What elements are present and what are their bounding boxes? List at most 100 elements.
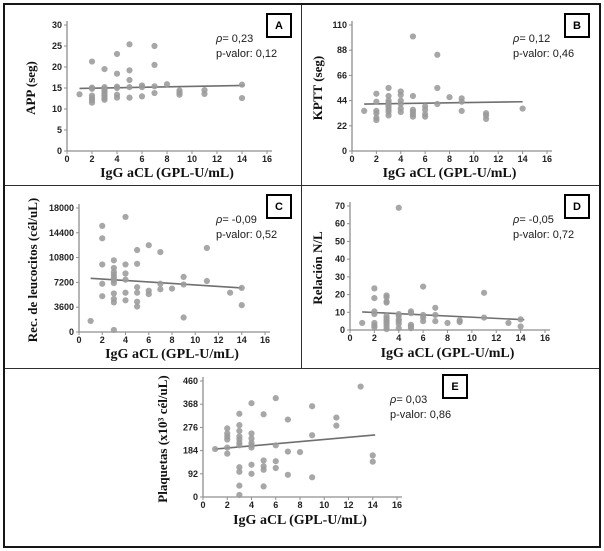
rho-value-c: ρ= -0,09	[216, 214, 257, 226]
svg-text:10: 10	[467, 333, 477, 343]
svg-text:2: 2	[89, 154, 94, 164]
svg-text:Relación N/L: Relación N/L	[310, 231, 325, 305]
panel-label-b: B	[564, 13, 590, 38]
svg-text:0: 0	[76, 335, 81, 345]
svg-text:5: 5	[57, 125, 62, 135]
svg-text:0: 0	[342, 146, 347, 156]
scatter-plot-e: 0 92 184 276 368 460 0 2 4 6 8 10 12 14 16 IgG aCL (GPL…	[155, 375, 402, 528]
svg-text:10: 10	[190, 335, 200, 345]
stats-c: ρ= -0,09 p-valor: 0,52	[216, 213, 277, 243]
rho-value-d: ρ= -0,05	[513, 214, 554, 226]
svg-text:16: 16	[392, 500, 402, 510]
svg-text:16: 16	[540, 333, 550, 343]
svg-text:60: 60	[335, 219, 345, 229]
svg-text:4: 4	[123, 335, 128, 345]
stats-d: ρ= -0,05 p-valor: 0,72	[513, 213, 574, 243]
scatter-plot-a: 0 5 10 15 20 25 30 0 2 4 6 8 10 12 14 16 IgG aCL (GPL-U/…	[23, 20, 272, 181]
svg-text:6: 6	[139, 154, 144, 164]
svg-text:30: 30	[52, 20, 62, 30]
svg-text:40: 40	[335, 254, 345, 264]
svg-text:2: 2	[100, 335, 105, 345]
svg-text:10800: 10800	[49, 253, 74, 263]
svg-text:2: 2	[374, 154, 379, 164]
svg-text:14400: 14400	[49, 228, 74, 238]
svg-text:6: 6	[273, 500, 278, 510]
svg-text:Rec. de leucocitos (cél/uL): Rec. de leucocitos (cél/uL)	[25, 198, 40, 342]
svg-text:276: 276	[183, 422, 198, 432]
svg-text:6: 6	[423, 154, 428, 164]
rho-value-e: ρ= 0,03	[390, 394, 428, 406]
svg-text:8: 8	[447, 154, 452, 164]
stats-b: ρ= 0,12 p-valor: 0,46	[513, 32, 574, 62]
svg-text:16: 16	[542, 154, 552, 164]
svg-text:12: 12	[213, 335, 223, 345]
svg-text:KPTT (seg): KPTT (seg)	[310, 56, 325, 120]
figure-frame: 0 5 10 15 20 25 30 0 2 4 6 8 10 12 14 16 IgG aCL (GPL-U/…	[3, 3, 601, 548]
svg-text:IgG aCL (GPL-U/mL): IgG aCL (GPL-U/mL)	[233, 513, 367, 528]
svg-text:14: 14	[516, 333, 526, 343]
svg-text:110: 110	[332, 20, 347, 30]
panel-label-c: C	[266, 194, 292, 219]
svg-text:88: 88	[337, 45, 347, 55]
stats-e: ρ= 0,03 p-valor: 0,86	[390, 393, 451, 423]
svg-text:0: 0	[349, 154, 354, 164]
svg-text:0: 0	[340, 325, 345, 335]
svg-text:18000: 18000	[49, 203, 74, 213]
svg-text:10: 10	[319, 500, 329, 510]
svg-text:6: 6	[421, 333, 426, 343]
svg-text:20: 20	[52, 62, 62, 72]
svg-text:IgG aCL (GPL-U/mL): IgG aCL (GPL-U/mL)	[383, 166, 517, 181]
panel-e: 0 92 184 276 368 460 0 2 4 6 8 10 12 14 16 IgG aCL (GPL…	[5, 369, 599, 546]
svg-text:12: 12	[493, 154, 503, 164]
svg-text:0: 0	[200, 500, 205, 510]
svg-text:50: 50	[335, 236, 345, 246]
panel-label-e: E	[442, 374, 468, 399]
scatter-plot-b: 0 22 44 66 88 110 0 2 4 6 8 10 12 14 16 IgG aCL (GPL-U/…	[310, 20, 552, 181]
svg-text:25: 25	[52, 41, 62, 51]
svg-text:8: 8	[445, 333, 450, 343]
svg-text:4: 4	[396, 333, 401, 343]
p-value-a: p-valor: 0,12	[216, 48, 278, 60]
svg-text:460: 460	[183, 376, 198, 386]
svg-text:14: 14	[518, 154, 528, 164]
svg-text:44: 44	[337, 96, 347, 106]
svg-text:184: 184	[183, 446, 198, 456]
p-value-c: p-valor: 0,52	[216, 229, 278, 241]
svg-text:66: 66	[337, 70, 347, 80]
panel-c: 0 3600 7200 10800 14400 18000 0 2 4 6 8 10 12 14 16 IgG…	[5, 186, 302, 369]
p-value-b: p-valor: 0,46	[513, 48, 575, 60]
svg-text:2: 2	[372, 333, 377, 343]
svg-text:20: 20	[335, 290, 345, 300]
svg-text:IgG aCL (GPL-U/mL): IgG aCL (GPL-U/mL)	[105, 347, 239, 362]
svg-text:16: 16	[262, 154, 272, 164]
svg-text:0: 0	[64, 154, 69, 164]
svg-text:0: 0	[69, 327, 74, 337]
svg-text:0: 0	[193, 492, 198, 502]
svg-text:30: 30	[335, 272, 345, 282]
rho-value-b: ρ= 0,12	[513, 33, 551, 45]
svg-text:12: 12	[491, 333, 501, 343]
svg-text:10: 10	[187, 154, 197, 164]
svg-text:12: 12	[343, 500, 353, 510]
svg-text:4: 4	[114, 154, 119, 164]
svg-text:14: 14	[368, 500, 378, 510]
p-value-e: p-valor: 0,86	[390, 409, 452, 421]
svg-text:70: 70	[335, 201, 345, 211]
svg-text:IgG aCL (GPL-U/mL): IgG aCL (GPL-U/mL)	[100, 166, 234, 181]
p-value-d: p-valor: 0,72	[513, 229, 575, 241]
scatter-plot-d: 0 10 20 30 40 50 60 70 0 2 4 6 8 10 12 14 16 IgG aCL (GPL…	[310, 201, 550, 361]
rho-value-a: ρ= 0,23	[216, 33, 254, 45]
svg-text:2: 2	[225, 500, 230, 510]
panel-a: 0 5 10 15 20 25 30 0 2 4 6 8 10 12 14 16 IgG aCL (GPL-U/…	[5, 5, 302, 186]
panel-b: 0 22 44 66 88 110 0 2 4 6 8 10 12 14 16 IgG aCL (GPL-U/…	[302, 5, 599, 186]
panel-label-d: D	[564, 194, 590, 219]
svg-text:10: 10	[335, 307, 345, 317]
panel-d: 0 10 20 30 40 50 60 70 0 2 4 6 8 10 12 14 16 IgG aCL (GPL…	[302, 186, 599, 369]
svg-text:6: 6	[146, 335, 151, 345]
svg-text:4: 4	[398, 154, 403, 164]
svg-text:8: 8	[164, 154, 169, 164]
svg-text:0: 0	[347, 333, 352, 343]
svg-text:12: 12	[212, 154, 222, 164]
svg-text:0: 0	[57, 146, 62, 156]
